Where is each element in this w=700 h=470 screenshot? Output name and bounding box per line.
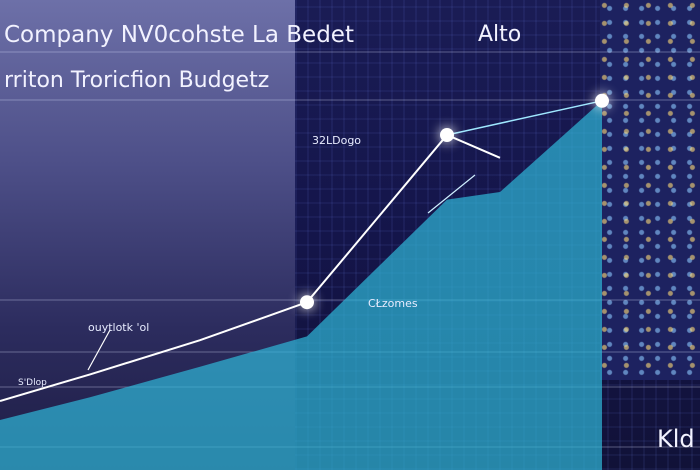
start-label: S'Dlop [18, 378, 47, 388]
series-line-upper [446, 100, 603, 136]
top-right-label: Alto [478, 22, 522, 47]
data-point-marker [440, 128, 454, 142]
annotation-arrow [427, 174, 476, 214]
data-point-marker [300, 295, 314, 310]
annotation-arrow [87, 329, 111, 371]
arrow-label: ouytlotk 'ol [88, 321, 150, 334]
area-fill [0, 100, 602, 470]
title-line-1: Company NV0cohste La Bedet [4, 22, 354, 48]
peak-label: 32LDogo [312, 134, 362, 147]
data-point-marker [595, 93, 609, 108]
title-line-2: rriton Troricfion Budgetz [4, 68, 270, 93]
corner-label: Kld [657, 425, 695, 453]
series-line [0, 133, 501, 402]
mid-label: CŁzomes [368, 297, 418, 310]
lit-tower-background [600, 0, 700, 380]
